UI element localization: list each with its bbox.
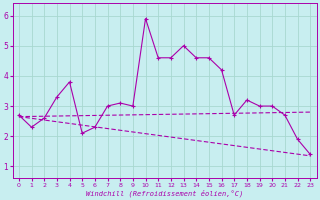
X-axis label: Windchill (Refroidissement éolien,°C): Windchill (Refroidissement éolien,°C) [86,189,243,197]
